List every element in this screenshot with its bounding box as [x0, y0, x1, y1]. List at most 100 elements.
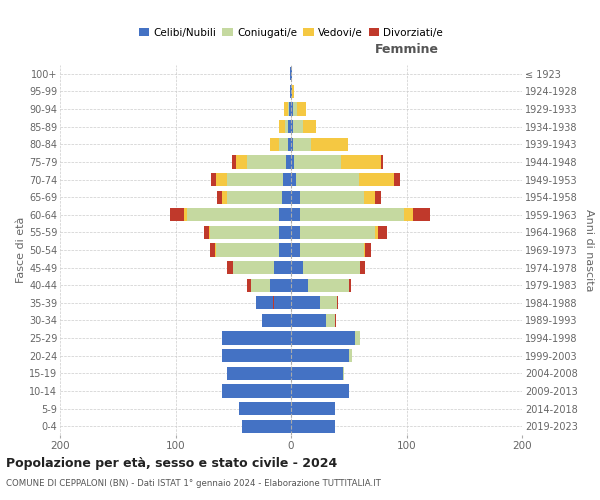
Bar: [291, 366, 343, 380]
Bar: [222, 190, 227, 204]
Legend: Celibi/Nubili, Coniugati/e, Vedovi/e, Divorziati/e: Celibi/Nubili, Coniugati/e, Vedovi/e, Di…: [139, 28, 443, 38]
Bar: [285, 120, 291, 134]
Bar: [337, 296, 338, 310]
Bar: [365, 244, 371, 256]
Bar: [280, 138, 291, 151]
Bar: [236, 156, 247, 168]
Bar: [360, 261, 365, 274]
Bar: [302, 120, 316, 134]
Bar: [284, 102, 287, 116]
Bar: [287, 102, 291, 116]
Bar: [282, 190, 291, 204]
Bar: [280, 244, 291, 256]
Bar: [308, 278, 349, 292]
Bar: [239, 402, 291, 415]
Bar: [291, 173, 296, 186]
Bar: [291, 208, 300, 222]
Bar: [335, 314, 336, 327]
Bar: [300, 244, 364, 256]
Bar: [290, 366, 291, 380]
Bar: [289, 349, 291, 362]
Bar: [364, 190, 376, 204]
Bar: [302, 261, 360, 274]
Bar: [349, 278, 351, 292]
Bar: [291, 156, 295, 168]
Bar: [290, 85, 291, 98]
Bar: [291, 120, 293, 134]
Bar: [216, 173, 227, 186]
Bar: [291, 190, 300, 204]
Bar: [247, 278, 251, 292]
Bar: [227, 173, 291, 186]
Bar: [300, 208, 404, 222]
Bar: [210, 244, 215, 256]
Bar: [295, 156, 341, 168]
Bar: [290, 67, 291, 80]
Bar: [292, 85, 295, 98]
Bar: [355, 332, 360, 344]
Bar: [293, 138, 311, 151]
Bar: [376, 226, 377, 239]
Bar: [349, 349, 352, 362]
Bar: [209, 226, 210, 239]
Bar: [270, 138, 280, 151]
Bar: [283, 173, 291, 186]
Bar: [404, 208, 413, 222]
Bar: [217, 190, 222, 204]
Bar: [311, 138, 347, 151]
Bar: [251, 278, 291, 292]
Bar: [227, 190, 291, 204]
Bar: [170, 208, 184, 222]
Bar: [291, 384, 349, 398]
Bar: [282, 314, 291, 327]
Bar: [216, 244, 291, 256]
Bar: [297, 102, 306, 116]
Bar: [377, 226, 387, 239]
Bar: [274, 296, 291, 310]
Bar: [300, 226, 376, 239]
Bar: [291, 102, 293, 116]
Bar: [343, 366, 344, 380]
Bar: [262, 314, 291, 327]
Bar: [210, 226, 291, 239]
Bar: [291, 278, 308, 292]
Bar: [413, 208, 430, 222]
Bar: [291, 67, 292, 80]
Bar: [291, 244, 300, 256]
Bar: [293, 102, 297, 116]
Y-axis label: Anni di nascita: Anni di nascita: [584, 209, 595, 291]
Y-axis label: Fasce di età: Fasce di età: [16, 217, 26, 283]
Bar: [291, 138, 293, 151]
Bar: [222, 332, 291, 344]
Bar: [274, 261, 291, 274]
Bar: [291, 332, 355, 344]
Bar: [291, 85, 292, 98]
Bar: [381, 156, 383, 168]
Bar: [280, 226, 291, 239]
Bar: [242, 420, 291, 433]
Text: Popolazione per età, sesso e stato civile - 2024: Popolazione per età, sesso e stato civil…: [6, 458, 337, 470]
Bar: [247, 156, 291, 168]
Bar: [364, 244, 365, 256]
Bar: [272, 296, 274, 310]
Bar: [291, 420, 335, 433]
Bar: [211, 173, 216, 186]
Bar: [394, 173, 400, 186]
Bar: [293, 120, 302, 134]
Bar: [291, 296, 320, 310]
Bar: [291, 402, 335, 415]
Bar: [341, 156, 381, 168]
Bar: [291, 261, 302, 274]
Bar: [291, 226, 300, 239]
Bar: [187, 208, 291, 222]
Bar: [280, 208, 291, 222]
Bar: [233, 261, 291, 274]
Bar: [320, 296, 337, 310]
Bar: [376, 190, 381, 204]
Bar: [232, 156, 236, 168]
Bar: [280, 120, 285, 134]
Bar: [286, 156, 291, 168]
Bar: [287, 120, 291, 134]
Bar: [184, 208, 187, 222]
Bar: [205, 226, 209, 239]
